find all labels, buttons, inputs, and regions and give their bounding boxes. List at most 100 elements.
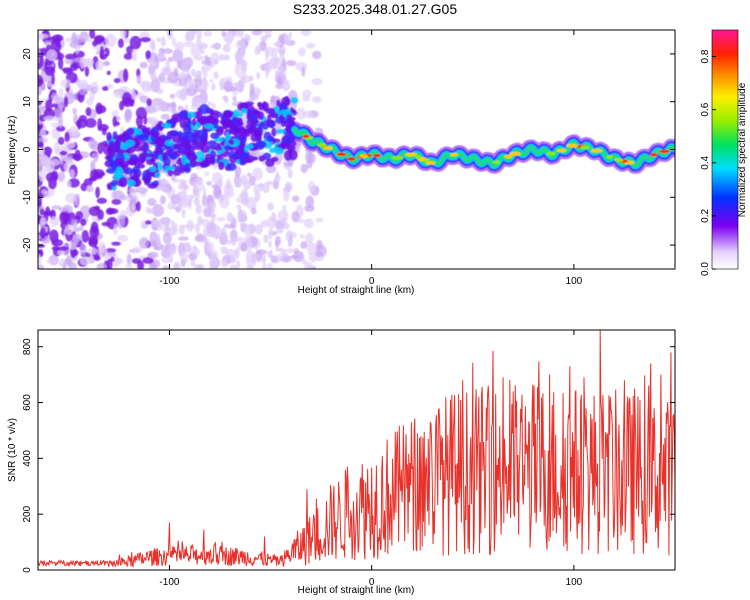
spectrogram-noise-blob [39, 55, 44, 68]
spectrogram-energy-blob [246, 118, 256, 127]
spectrogram-noise-blob [146, 98, 152, 107]
spectrogram-noise-blob [257, 88, 261, 94]
spectrogram-noise-blob [62, 262, 67, 269]
spectrogram-noise-blob [97, 142, 104, 155]
spectrogram-energy-blob [161, 123, 172, 128]
spectrogram-noise-blob [139, 36, 152, 43]
spectrogram-noise-blob [169, 246, 176, 255]
spectrogram-noise-blob [59, 150, 68, 156]
spectrogram-noise-blob [252, 254, 257, 265]
snr-panel: -100 0 100 0 200 400 600 800 Height of straigh… [7, 329, 676, 596]
spectrogram-noise-blob [84, 65, 90, 77]
spectrogram-hot-spot [425, 161, 436, 165]
spectrogram-noise-blob [38, 243, 46, 249]
spectrogram-noise-blob [201, 218, 211, 227]
spectrogram-noise-blob [301, 258, 308, 266]
spectrogram-noise-blob [161, 257, 172, 264]
spectrogram-noise-blob [136, 201, 141, 212]
spectrogram-noise-blob [169, 225, 176, 236]
spectrogram-noise-blob [226, 240, 231, 245]
spectrogram-noise-blob [160, 36, 166, 47]
spectrogram-noise-blob [63, 141, 76, 149]
spectrogram-noise-blob [312, 95, 322, 103]
spectrogram-energy-blob [150, 157, 157, 163]
spectrogram-noise-blob [279, 50, 285, 60]
spectrogram-energy-blob [174, 142, 182, 149]
spectrogram-noise-blob [171, 220, 175, 228]
spectrogram-noise-blob [282, 204, 287, 212]
spectrogram-energy-blob [145, 152, 155, 158]
spectrogram-noise-blob [74, 44, 80, 54]
spectrogram-energy-blob [108, 150, 116, 158]
spectrogram-noise-blob [161, 71, 166, 78]
spectrogram-noise-blob [177, 105, 184, 111]
spectrogram-noise-blob [173, 263, 180, 269]
spectrogram-noise-blob [193, 55, 204, 61]
spectrogram-energy-blob [238, 146, 246, 154]
spectrogram-energy-blob [200, 143, 210, 154]
spectrogram-noise-blob [156, 237, 161, 248]
spectrogram-hot-spot [359, 154, 369, 158]
spectrogram-noise-blob [207, 101, 212, 107]
spectrogram-energy-blob [164, 139, 174, 147]
snr-ytick-label: 200 [22, 505, 33, 522]
spectrogram-energy-blob [240, 108, 248, 114]
spectrogram-noise-blob [196, 30, 202, 41]
spectrogram-noise-blob [46, 49, 58, 62]
spectrogram-noise-blob [274, 174, 281, 183]
spectrogram-energy-blob [171, 113, 183, 123]
spectrogram-noise-blob [46, 259, 58, 264]
spectrogram-noise-blob [195, 177, 204, 185]
spectrogram-energy-blob [270, 156, 279, 162]
spectrogram-energy-blob [127, 179, 136, 187]
spectrogram-noise-blob [38, 163, 42, 176]
spectrogram-noise-blob [185, 87, 197, 97]
spectrogram-noise-blob [277, 209, 289, 222]
spectrogram-ytick-label: 0 [22, 146, 33, 152]
spectrogram-noise-blob [204, 239, 208, 247]
spectrogram-hot-spot [323, 146, 333, 150]
spectrogram-energy-blob [184, 131, 195, 140]
spectrogram-noise-blob [71, 249, 79, 257]
spectrogram-noise-blob [302, 110, 314, 119]
spectrogram-noise-blob [193, 244, 197, 257]
spectrogram-noise-blob [216, 216, 226, 222]
spectrogram-noise-blob [179, 242, 183, 248]
spectrogram-noise-blob [49, 229, 59, 243]
spectrogram-noise-blob [151, 40, 156, 52]
spectrogram-noise-blob [57, 171, 66, 182]
spectrogram-noise-blob [223, 54, 230, 61]
spectrogram-noise-blob [64, 131, 70, 143]
spectrogram-energy-blob [205, 115, 213, 127]
spectrogram-energy-blob [286, 114, 292, 119]
spectrogram-energy-blob [252, 156, 259, 161]
spectrogram-noise-blob [225, 86, 238, 92]
spectrogram-noise-blob [114, 257, 124, 265]
spectrogram-noise-blob [305, 42, 316, 49]
spectrogram-energy-blob [181, 138, 188, 145]
spectrogram-energy-blob [183, 167, 188, 172]
spectrogram-noise-blob [270, 211, 277, 223]
spectrogram-hot-spot [405, 152, 418, 157]
spectrogram-noise-blob [48, 177, 57, 190]
spectrogram-energy-blob [226, 134, 231, 141]
spectrogram-noise-blob [219, 53, 225, 61]
spectrogram-noise-blob [38, 123, 43, 131]
spectrogram-noise-blob [138, 237, 150, 249]
spectrogram-hot-spot [509, 152, 521, 156]
spectrogram-noise-blob [219, 79, 224, 91]
spectrogram-noise-blob [167, 56, 174, 62]
spectrogram-noise-blob [135, 186, 148, 194]
spectrogram-noise-blob [69, 169, 75, 179]
spectrogram-noise-blob [181, 188, 187, 197]
spectrogram-noise-blob [165, 59, 170, 70]
spectrogram-energy-blob [150, 130, 160, 138]
snr-ytick-label: 600 [22, 394, 33, 411]
spectrogram-noise-blob [202, 187, 207, 198]
spectrogram-noise-blob [95, 186, 100, 199]
spectrogram-hot-spot [580, 145, 590, 150]
spectrogram-noise-blob [126, 253, 132, 266]
spectrogram-noise-blob [213, 71, 219, 80]
spectrogram-noise-blob [38, 141, 44, 149]
spectrogram-noise-blob [92, 235, 99, 246]
